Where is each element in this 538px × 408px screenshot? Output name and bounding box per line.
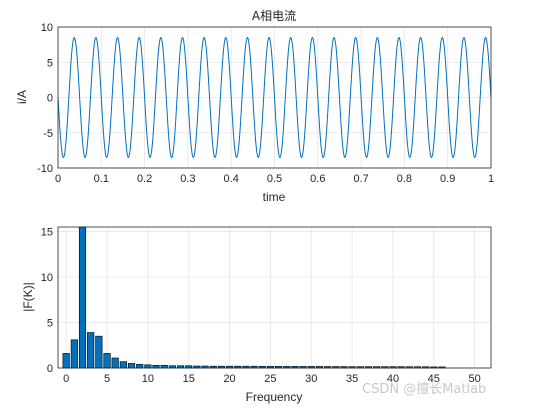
spectrum-bars xyxy=(62,226,446,369)
spectrum-bar xyxy=(160,364,168,369)
x-tick-label: 15 xyxy=(183,373,195,385)
y-tick-label: 0 xyxy=(47,363,53,375)
x-axis-label: Frequency xyxy=(246,390,303,404)
spectrum-bar xyxy=(127,363,136,369)
axes-box xyxy=(57,226,492,369)
x-tick-label: 0 xyxy=(63,373,69,385)
x-tick-label: 0 xyxy=(55,173,61,185)
x-tick-label: 0.8 xyxy=(397,173,412,185)
current-plot: A相电流 0 0.1 0.2 0.3 0.4 0.5 0.6 0.7 0.8 0.9 1 -10 -5… xyxy=(15,9,494,204)
x-tick-label: 40 xyxy=(387,373,399,385)
x-tick-label: 0.4 xyxy=(224,173,239,185)
x-tick-labels: 0 5 10 15 20 25 30 35 40 45 50 xyxy=(63,373,481,385)
x-tick-label: 20 xyxy=(223,373,235,385)
x-tick-label: 35 xyxy=(346,373,358,385)
x-tick-label: 50 xyxy=(469,373,481,385)
x-tick-label: 0.2 xyxy=(137,173,152,185)
y-axis-label: |F(K)| xyxy=(21,282,35,312)
watermark: CSDN @擅长Matlab xyxy=(362,381,486,397)
spectrum-bar xyxy=(144,364,152,369)
x-tick-label: 0.5 xyxy=(267,173,282,185)
y-tick-labels: -10 -5 0 5 10 xyxy=(37,22,53,175)
x-tick-labels: 0 0.1 0.2 0.3 0.4 0.5 0.6 0.7 0.8 0.9 1 xyxy=(55,173,494,185)
chart-title: A相电流 xyxy=(252,9,296,23)
x-tick-label: 25 xyxy=(264,373,276,385)
spectrum-bar xyxy=(136,364,144,369)
x-tick-label: 0.1 xyxy=(94,173,109,185)
y-tick-label: 5 xyxy=(47,318,53,330)
spectrum-plot: 0 5 10 15 20 25 30 35 40 45 50 0 5 10 15 Frequency |F… xyxy=(21,226,492,404)
y-tick-labels: 0 5 10 15 xyxy=(41,227,53,375)
x-tick-label: 30 xyxy=(305,373,317,385)
axes-box xyxy=(57,26,492,169)
x-tick-label: 0.3 xyxy=(180,173,195,185)
spectrum-bar xyxy=(62,353,70,369)
spectrum-bar xyxy=(70,339,78,369)
y-tick-label: 5 xyxy=(47,57,53,69)
spectrum-bar xyxy=(119,361,127,369)
x-tick-label: 1 xyxy=(488,173,494,185)
spectrum-bar xyxy=(87,332,95,369)
spectrum-bar xyxy=(111,357,119,369)
spectrum-bar xyxy=(95,335,103,369)
x-tick-label: 0.6 xyxy=(310,173,325,185)
x-axis-label: time xyxy=(263,190,286,204)
y-tick-label: -5 xyxy=(43,128,53,140)
grid-lines xyxy=(58,227,491,369)
current-series-line xyxy=(57,36,492,159)
y-tick-label: 10 xyxy=(41,22,53,34)
spectrum-bar xyxy=(78,226,87,369)
spectrum-bar xyxy=(152,364,160,369)
x-tick-label: 0.9 xyxy=(440,173,455,185)
y-tick-label: -10 xyxy=(37,163,53,175)
y-axis-label: i/A xyxy=(15,90,29,104)
x-tick-label: 5 xyxy=(104,373,110,385)
y-tick-label: 0 xyxy=(47,93,53,105)
x-tick-label: 0.7 xyxy=(353,173,368,185)
spectrum-bar xyxy=(103,353,111,369)
x-tick-label: 45 xyxy=(428,373,440,385)
y-tick-label: 10 xyxy=(41,272,53,284)
y-tick-label: 15 xyxy=(41,227,53,239)
x-tick-label: 10 xyxy=(142,373,154,385)
